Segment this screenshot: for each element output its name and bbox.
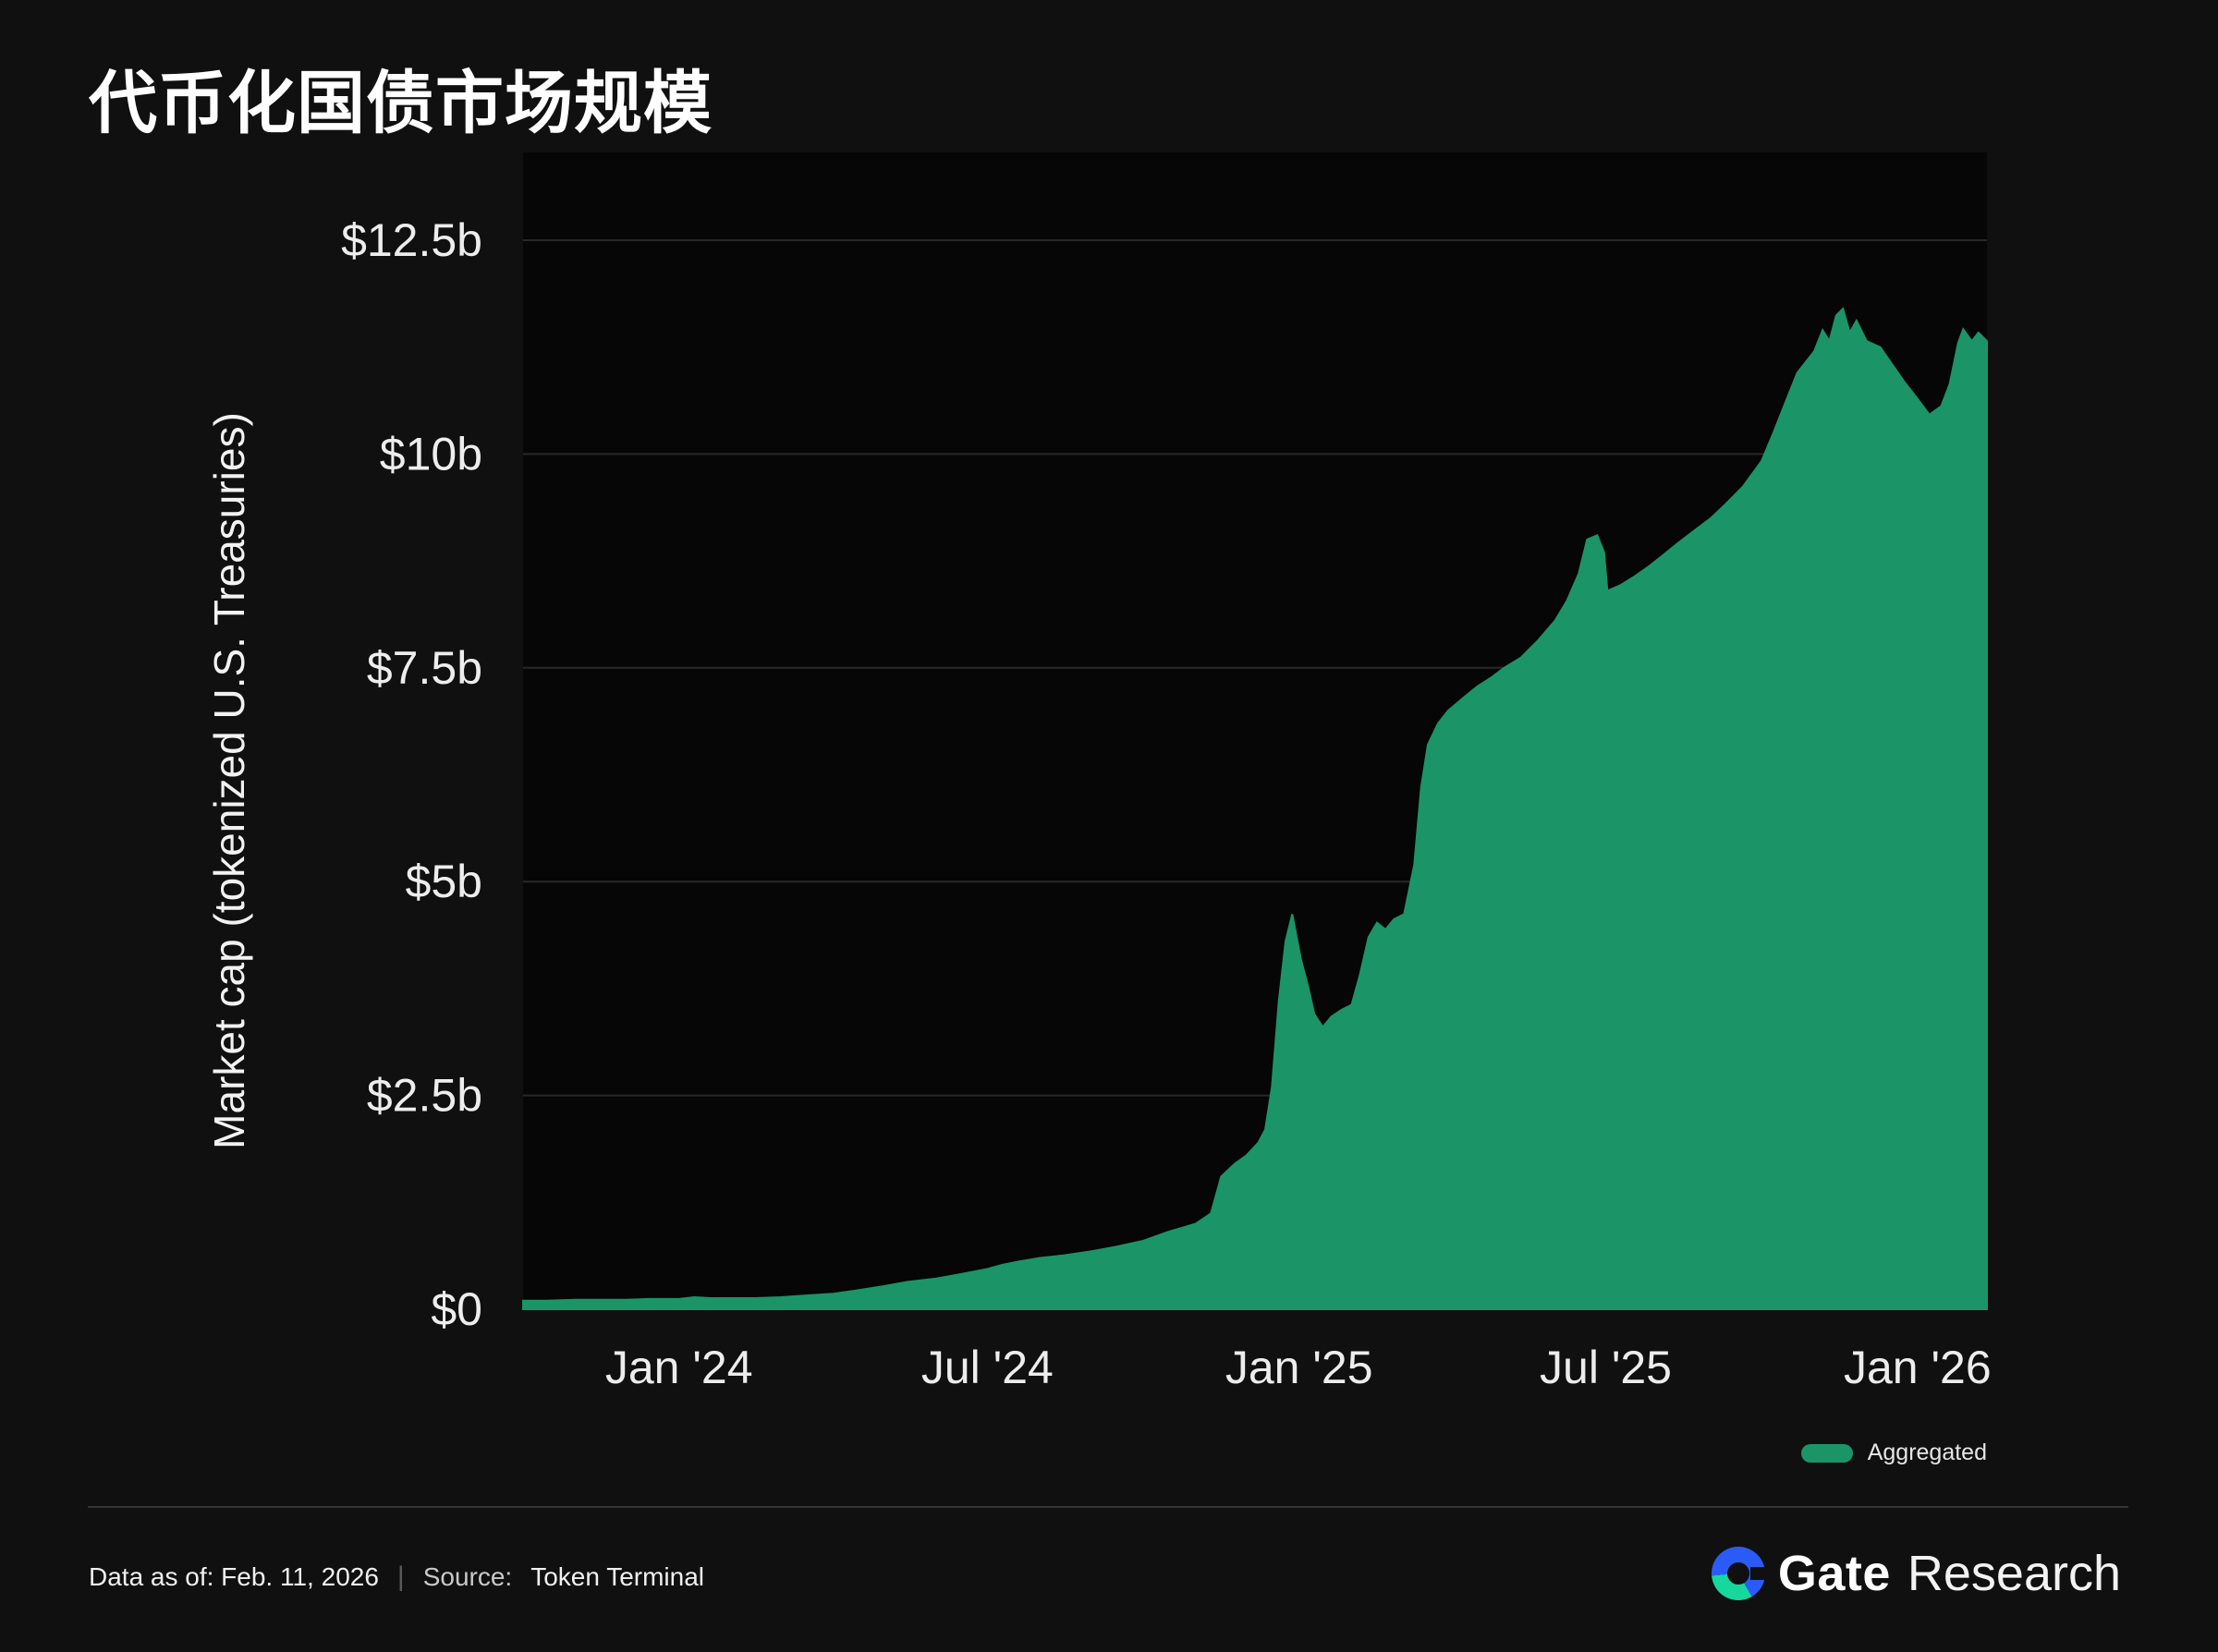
- x-tick-label: Jan '25: [1225, 1342, 1373, 1393]
- legend-label: Aggregated: [1867, 1439, 1987, 1465]
- x-tick-label: Jul '25: [1540, 1342, 1672, 1393]
- y-tick-label: $2.5b: [367, 1070, 482, 1122]
- source-value: Token Terminal: [530, 1562, 704, 1591]
- gate-logo-icon: [1711, 1547, 1767, 1600]
- footer-divider: [88, 1506, 2128, 1508]
- brand-name-bold: Gate: [1777, 1546, 1891, 1601]
- x-tick-label: Jan '26: [1844, 1342, 1992, 1393]
- y-tick-label: $12.5b: [341, 214, 482, 266]
- footer-meta: Data as of: Feb. 11, 2026 | Source: Toke…: [89, 1561, 704, 1593]
- x-tick-label: Jul '24: [921, 1342, 1054, 1393]
- gate-research-logo: Gate Research: [1711, 1545, 2121, 1602]
- footer-separator: |: [396, 1561, 405, 1592]
- x-tick-label: Jan '24: [605, 1342, 753, 1393]
- page-title: 代币化国债市场规模: [89, 65, 713, 141]
- area-series-aggregated: [522, 307, 1988, 1310]
- y-tick-label: $7.5b: [367, 642, 482, 694]
- legend: Aggregated: [1800, 1439, 1987, 1466]
- y-tick-label: $5b: [406, 856, 482, 907]
- brand-name-light: Research: [1907, 1546, 2121, 1601]
- source-label: Source:: [422, 1562, 513, 1591]
- y-tick-label: $10b: [380, 428, 482, 480]
- legend-swatch-aggregated: [1800, 1443, 1853, 1463]
- y-tick-label: $0: [431, 1283, 482, 1335]
- data-as-of-text: Data as of: Feb. 11, 2026: [89, 1562, 379, 1591]
